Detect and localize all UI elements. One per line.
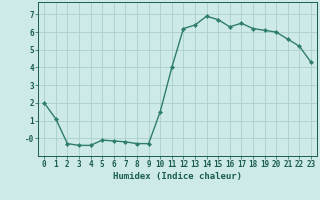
X-axis label: Humidex (Indice chaleur): Humidex (Indice chaleur) — [113, 172, 242, 181]
